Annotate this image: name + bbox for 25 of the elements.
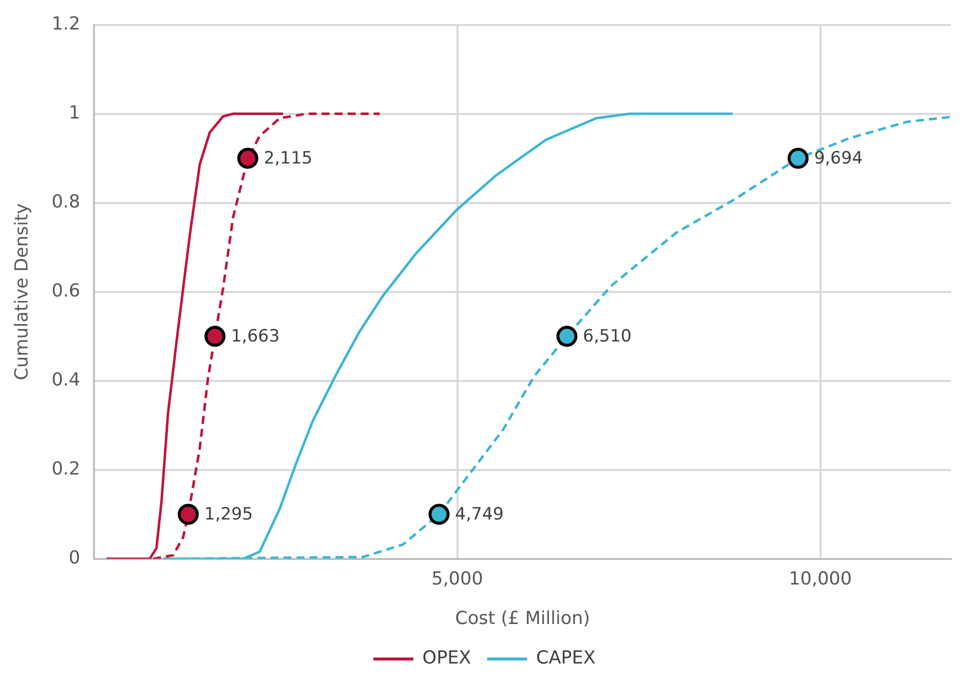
x-tick-label: 10,000 [788,568,852,590]
annotation: 1,663 [230,326,280,347]
y-tick-label: 0.6 [52,280,80,302]
x-axis-title: Cost (£ Million) [455,608,590,629]
y-tick-label: 1 [68,102,80,124]
y-tick-label: 1.2 [52,13,80,34]
point [788,148,809,169]
point [556,326,578,347]
point [178,504,199,525]
annotation: 6,510 [582,326,632,347]
y-tick-label: 0.8 [52,191,80,212]
point [428,504,450,525]
annotation: 1,295 [204,504,253,525]
y-axis-title: Cumulative Density [11,203,32,380]
point [237,148,258,169]
annotation: 2,115 [264,148,312,169]
point [204,326,226,347]
y-tick-label: 0.2 [52,458,80,480]
x-tick-label: 5,000 [432,568,484,590]
annotation: 9,694 [814,148,863,169]
y-tick-label: 0.4 [52,369,80,390]
legend-label: OPEX [422,648,472,669]
y-tick-label: 0 [68,547,80,568]
legend-label: CAPEX [536,648,596,669]
annotation: 4,749 [455,504,504,525]
